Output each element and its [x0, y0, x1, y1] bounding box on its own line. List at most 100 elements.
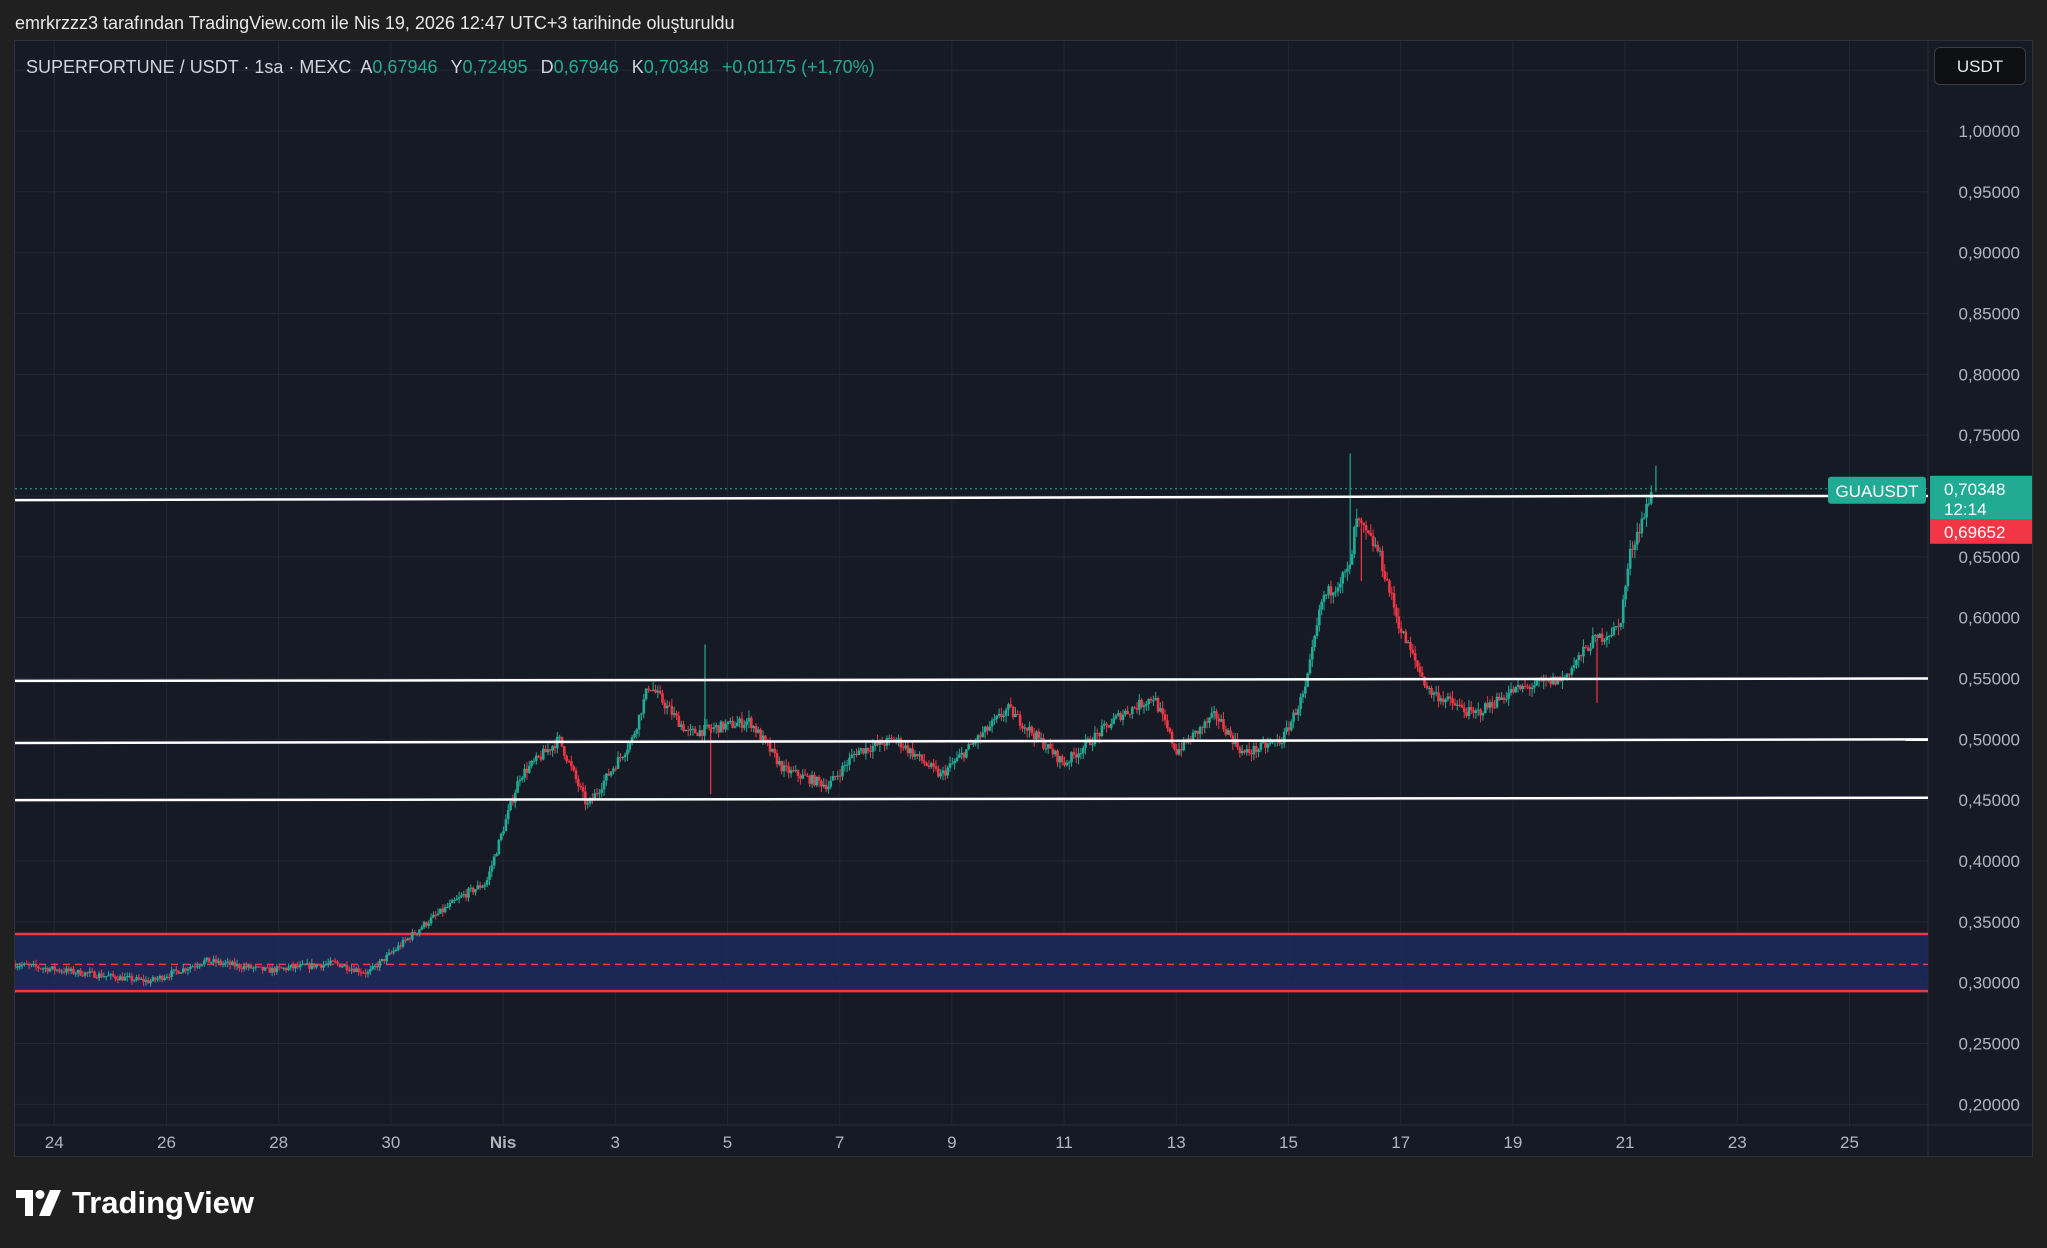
- price-tick-label: 0,55000: [1959, 670, 2020, 689]
- candle-body: [658, 690, 662, 694]
- candle-body: [1462, 707, 1466, 713]
- candle-body: [160, 975, 164, 980]
- candle-body: [107, 975, 110, 977]
- candle-body: [1353, 526, 1356, 555]
- candle-body: [1329, 586, 1333, 596]
- candle-body: [873, 741, 877, 746]
- candle-body: [1549, 678, 1553, 685]
- candle-body: [1465, 712, 1468, 716]
- candle-body: [268, 967, 272, 973]
- candle-body: [904, 745, 907, 748]
- price-tick-label: 0,45000: [1959, 791, 2020, 810]
- candle-body: [570, 761, 573, 767]
- candle-body: [541, 748, 545, 760]
- candle-body: [829, 780, 833, 787]
- open-label: A: [360, 57, 373, 77]
- candle-body: [1472, 710, 1475, 714]
- candle-body: [1154, 697, 1157, 701]
- candle-body: [1554, 676, 1557, 685]
- candle-body: [1397, 616, 1401, 629]
- candle-body: [553, 746, 557, 749]
- candle-body: [759, 729, 762, 741]
- candle-body: [413, 932, 417, 934]
- time-tick-label: 15: [1279, 1133, 1298, 1152]
- candle-body: [901, 747, 905, 749]
- candle-body: [1640, 518, 1644, 534]
- candle-body: [1388, 580, 1391, 593]
- candle-body: [217, 960, 220, 963]
- time-tick-label: 26: [157, 1133, 176, 1152]
- candle-body: [1014, 714, 1017, 718]
- candle-body: [390, 952, 393, 954]
- candle-body: [745, 721, 748, 725]
- symbol-name[interactable]: SUPERFORTUNE / USDT · 1sa · MEXC: [26, 57, 352, 77]
- candle-body: [1596, 634, 1599, 638]
- candle-body: [747, 717, 751, 722]
- candle-body: [1479, 709, 1482, 716]
- candle-body: [915, 753, 919, 757]
- currency-button[interactable]: USDT: [1934, 47, 2026, 85]
- candle-body: [605, 773, 608, 781]
- candle-body: [712, 727, 716, 729]
- candle-body: [700, 730, 704, 736]
- candle-body: [448, 903, 452, 907]
- candle-body: [298, 964, 302, 968]
- candle-body: [1453, 703, 1457, 706]
- candle-body: [530, 760, 533, 766]
- candle-body: [719, 721, 723, 733]
- candle-body: [785, 765, 788, 767]
- candle-body: [450, 900, 454, 904]
- candle-body: [1261, 742, 1265, 744]
- candle-body: [109, 973, 113, 976]
- candle-body: [1086, 738, 1090, 741]
- candle-body: [1605, 636, 1609, 641]
- candle-body: [392, 950, 395, 953]
- candle-body: [1205, 721, 1209, 723]
- candle-body: [721, 721, 725, 730]
- candle-body: [305, 963, 309, 965]
- candle-body: [1152, 700, 1155, 702]
- candle-body: [1250, 752, 1253, 755]
- candle-body: [76, 969, 80, 974]
- candle-body: [801, 774, 805, 779]
- tradingview-logo[interactable]: TradingView: [16, 1185, 254, 1221]
- candle-body: [46, 967, 50, 972]
- candle-body: [235, 964, 239, 967]
- candle-body: [1432, 692, 1436, 695]
- chart-frame[interactable]: 1,050001,000000,950000,900000,850000,800…: [14, 40, 2033, 1157]
- time-axis: 24 26 28 30 Nis 3 5 7 9 11 13 15 17 19 21 23 25: [45, 1133, 1859, 1152]
- candle-body: [563, 746, 566, 756]
- candle-body: [366, 971, 370, 974]
- candle-body: [1418, 666, 1422, 673]
- candle-body: [317, 964, 321, 966]
- candle-body: [100, 973, 103, 978]
- candle-body: [1037, 731, 1041, 739]
- candle-body: [368, 969, 372, 972]
- candle-body: [918, 754, 921, 757]
- price-tick-label: 0,40000: [1959, 852, 2020, 871]
- candle-body: [792, 770, 795, 772]
- candle-body: [471, 887, 475, 893]
- candle-body: [1023, 727, 1027, 729]
- candle-body: [951, 763, 954, 765]
- candle-body: [1308, 659, 1312, 674]
- symbol-tag-badge: [1828, 476, 1926, 504]
- symbol-tag-text: GUAUSDT: [1835, 482, 1918, 501]
- candlestick-chart[interactable]: 1,050001,000000,950000,900000,850000,800…: [15, 41, 2033, 1157]
- candle-body: [1294, 712, 1298, 715]
- symbol-legend: SUPERFORTUNE / USDT · 1sa · MEXC A0,6794…: [26, 57, 875, 78]
- candle-body: [1537, 679, 1541, 681]
- candle-body: [577, 779, 580, 786]
- candle-body: [1149, 698, 1153, 701]
- candle-body: [177, 970, 180, 974]
- candle-body: [1194, 730, 1197, 733]
- candle-body: [1612, 627, 1616, 635]
- candle-body: [371, 966, 374, 970]
- candle-body: [153, 977, 157, 980]
- candle-body: [1395, 607, 1398, 617]
- candle-body: [1264, 742, 1267, 748]
- candle-body: [796, 770, 800, 777]
- change-value: +0,01175 (+1,70%): [721, 57, 875, 77]
- candle-body: [932, 763, 935, 767]
- candle-body: [287, 967, 290, 971]
